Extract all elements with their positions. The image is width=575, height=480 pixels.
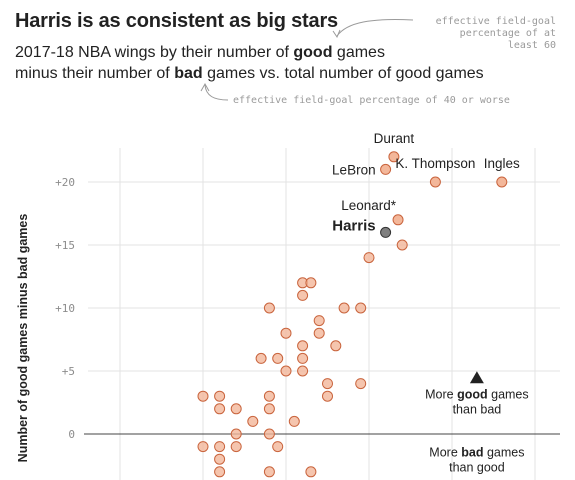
data-point [322, 378, 333, 390]
subtitle-line2-text: minus their number of [15, 65, 175, 82]
data-point [230, 428, 242, 440]
y-tick-label: +10 [55, 302, 75, 315]
chart-subtitle: 2017-18 NBA wings by their number of goo… [15, 42, 484, 84]
y-tick-label: +20 [55, 176, 75, 189]
data-point [263, 428, 275, 440]
subtitle-good-word: good [293, 44, 333, 61]
bad-note-connector [204, 84, 229, 101]
label-ingles: Ingles [484, 156, 520, 171]
data-point [263, 302, 275, 314]
data-point [263, 403, 275, 415]
point-ingles [496, 176, 508, 188]
good-note-line: least 60 [507, 40, 556, 51]
annotation-emphasis: good [457, 388, 488, 402]
data-point [280, 365, 292, 377]
label-leonard: Leonard* [341, 198, 397, 213]
label-lebron: LeBron [332, 162, 376, 177]
y-tick-label: +5 [62, 365, 75, 378]
data-point [214, 441, 226, 453]
data-point [363, 252, 375, 264]
data-point [214, 403, 226, 415]
data-point [313, 315, 325, 327]
data-point [297, 365, 309, 377]
annotation-text: More [425, 388, 457, 402]
data-point [263, 390, 275, 402]
data-point [288, 415, 300, 427]
data-point [396, 239, 408, 251]
bad-note-arrowhead [200, 82, 210, 92]
data-point [355, 378, 367, 390]
data-point [305, 277, 317, 289]
bad-definition-note: effective field-goal percentage of 40 or… [233, 95, 510, 106]
point-lebron [380, 163, 392, 175]
good-note-connector [336, 19, 414, 37]
annotation-text: More [429, 446, 461, 460]
data-point [255, 352, 267, 364]
annotation-text: games [483, 446, 524, 460]
subtitle-bad-word: bad [174, 65, 203, 82]
subtitle-line1-text: 2017-18 NBA wings by their number of [15, 44, 294, 61]
data-point [297, 340, 309, 352]
data-point [330, 340, 342, 352]
data-point [272, 441, 284, 453]
good-note-arrowhead [332, 29, 341, 39]
data-point [230, 441, 242, 453]
y-tick-label: +15 [55, 239, 75, 252]
y-axis-label: Number of good games minus bad games [16, 214, 30, 463]
data-point [338, 302, 350, 314]
point-durant [388, 151, 400, 163]
annotation-text: games [488, 388, 529, 402]
point-harris [380, 226, 392, 238]
chart-title: Harris is as consistent as big stars [15, 10, 338, 32]
data-point [214, 390, 226, 402]
data-point [355, 302, 367, 314]
subtitle-line1-end: games [332, 44, 385, 61]
annotation-emphasis: bad [461, 446, 483, 460]
up-arrow-icon [469, 371, 484, 384]
data-point [305, 466, 317, 478]
label-harris: Harris [332, 217, 375, 234]
data-point [230, 403, 242, 415]
data-point [280, 327, 292, 339]
data-point [214, 453, 226, 465]
annotation-line: than good [449, 461, 505, 475]
data-point [197, 390, 209, 402]
data-point [263, 466, 275, 478]
point-leonard [392, 214, 404, 226]
data-point [322, 390, 333, 402]
data-point [247, 415, 259, 427]
y-tick-label: 0 [68, 428, 75, 441]
data-point [197, 441, 209, 453]
point-k-thompson [429, 176, 441, 188]
data-point [272, 352, 284, 364]
data-point [297, 289, 309, 301]
data-point [297, 352, 309, 364]
data-point [214, 466, 226, 478]
label-k-thompson: K. Thompson [395, 156, 475, 171]
subtitle-line2-end: games vs. total number of good games [202, 65, 484, 82]
annotation-line: More bad games [429, 446, 524, 460]
good-note-line: percentage of at [459, 28, 556, 39]
annotation-line: More good games [425, 388, 529, 402]
label-durant: Durant [374, 131, 415, 146]
annotation-line: than bad [453, 403, 502, 417]
good-note-line: effective field-goal [435, 16, 556, 27]
data-point [313, 327, 325, 339]
good-definition-note: effective field-goal percentage of at leas… [436, 16, 556, 52]
